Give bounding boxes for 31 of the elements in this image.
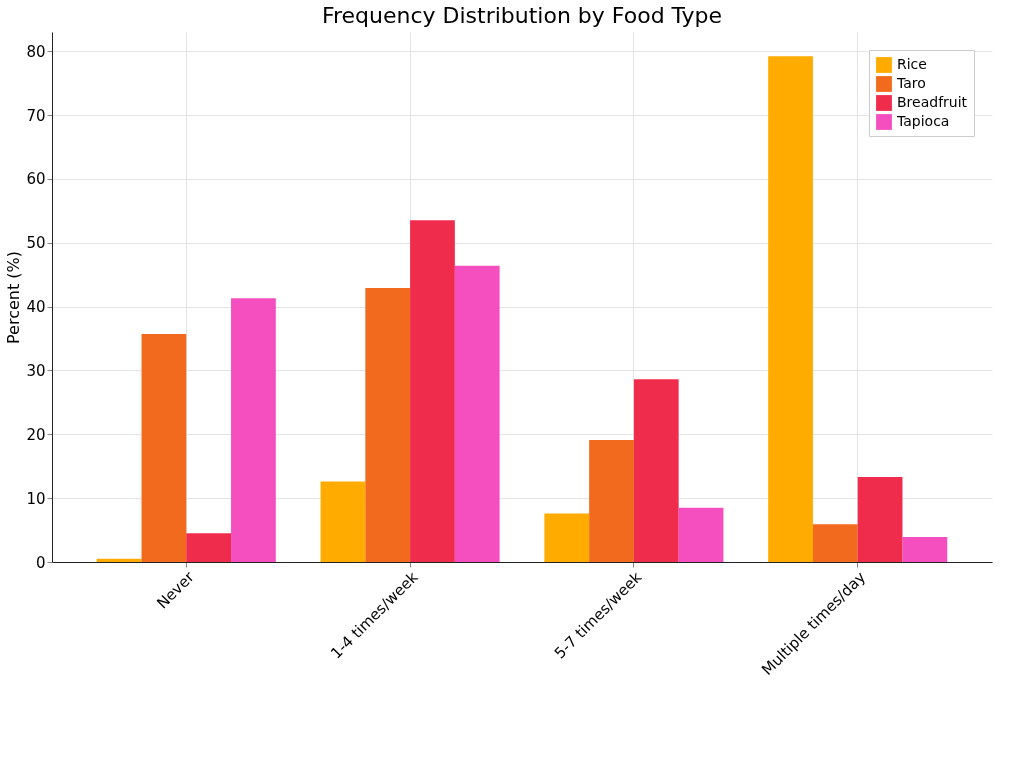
bar xyxy=(410,220,455,562)
bar xyxy=(186,533,232,562)
y-tick-label: 40 xyxy=(26,298,46,317)
bar xyxy=(141,334,187,562)
legend-label: Taro xyxy=(896,75,926,91)
legend-label: Rice xyxy=(897,56,927,72)
bar xyxy=(678,507,724,562)
y-tick-label: 70 xyxy=(26,106,46,125)
bar xyxy=(589,440,634,562)
y-axis-title: Percent (%) xyxy=(4,251,24,344)
legend-label: Breadfruit xyxy=(897,94,968,110)
bar xyxy=(902,537,948,562)
legend-label: Tapioca xyxy=(896,113,950,129)
y-tick-label: 30 xyxy=(26,361,46,380)
bar xyxy=(231,298,276,562)
chart-title: Frequency Distribution by Food Type xyxy=(321,3,723,28)
y-tick-label: 80 xyxy=(26,42,46,61)
y-tick-label: 20 xyxy=(26,425,46,444)
bar xyxy=(544,513,590,562)
bar xyxy=(320,481,366,562)
y-tick-label: 60 xyxy=(26,170,46,189)
bar xyxy=(812,524,858,562)
y-tick-label: 50 xyxy=(26,234,46,253)
bar xyxy=(633,379,679,562)
y-tick-label: 0 xyxy=(35,553,46,572)
bar xyxy=(857,477,903,562)
bar xyxy=(365,288,411,562)
bar xyxy=(454,265,500,562)
bar xyxy=(768,56,813,562)
bar xyxy=(96,558,142,562)
y-tick-label: 10 xyxy=(26,489,46,508)
